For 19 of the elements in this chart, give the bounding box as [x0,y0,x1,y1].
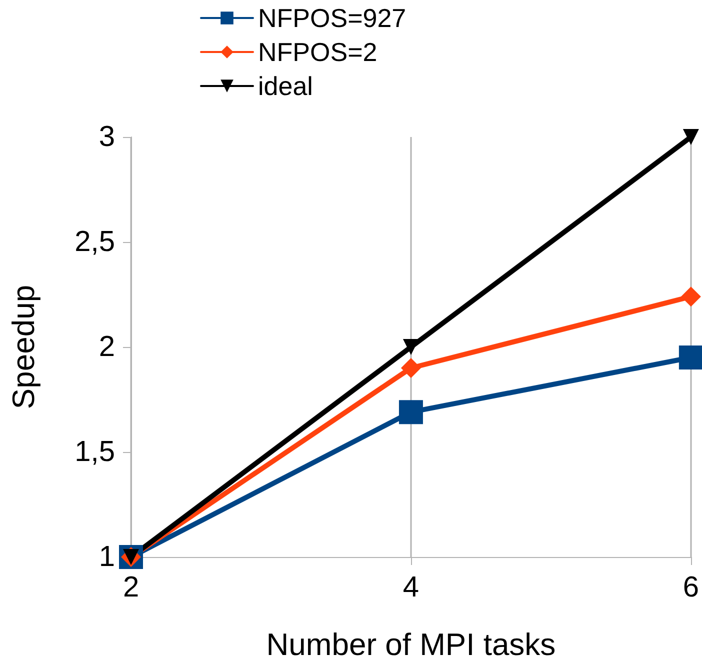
point [682,129,699,145]
point [398,400,423,424]
legend-label: NFPOS=2 [258,37,378,67]
y-axis-title: Speedup [6,284,41,410]
point [678,346,702,370]
point [680,286,701,307]
x-tick-label: 4 [402,572,420,604]
legend-label: NFPOS=927 [258,3,406,33]
y-tick-label: 3 [98,121,115,153]
y-tick-label: 2 [98,331,115,363]
legend-label: ideal [258,71,313,101]
point [400,358,421,378]
x-axis-title: Number of MPI tasks [266,627,556,662]
y-tick-label: 2,5 [74,226,115,258]
y-tick-label: 1,5 [74,436,115,468]
y-tick-label: 1 [98,541,115,573]
x-tick-label: 6 [682,572,700,604]
x-tick-label: 2 [122,572,140,604]
point [402,339,419,355]
